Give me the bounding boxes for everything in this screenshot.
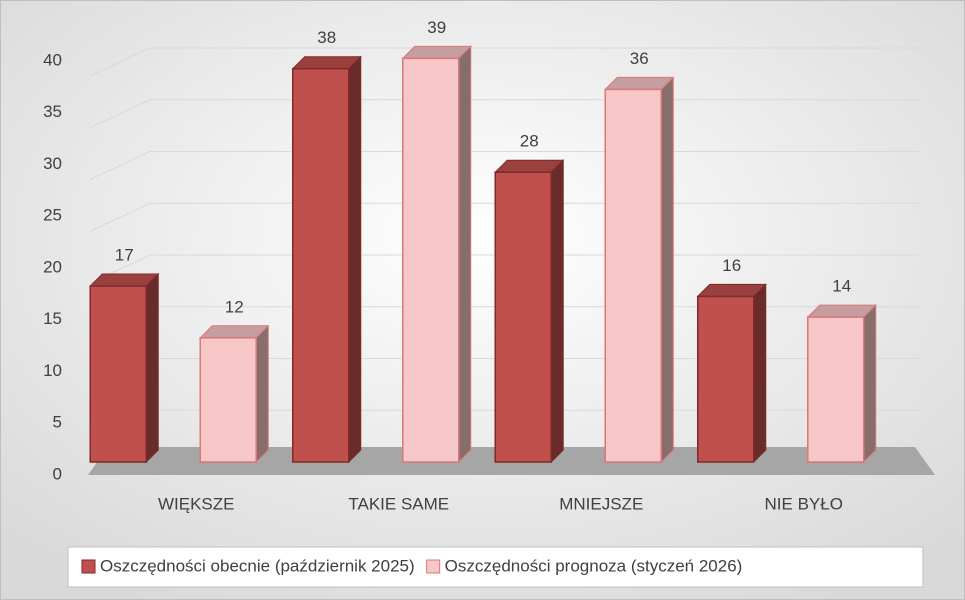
grid-line	[89, 47, 920, 77]
bar	[89, 285, 147, 463]
legend-label: Oszczędności obecnie (październik 2025)	[100, 556, 415, 575]
x-tick-label: MNIEJSZE	[559, 494, 643, 513]
bar-top	[291, 56, 362, 70]
data-label: 36	[630, 49, 649, 68]
data-label: 14	[832, 277, 851, 296]
data-label: 28	[520, 132, 539, 151]
bar-top	[604, 76, 675, 90]
y-tick-label: 35	[43, 102, 62, 121]
y-tick-label: 30	[43, 154, 62, 173]
bar-side	[458, 45, 472, 464]
legend-swatch	[81, 559, 96, 574]
bar-side	[550, 158, 564, 464]
bar	[494, 171, 552, 463]
bar-side	[863, 303, 877, 464]
data-label: 38	[317, 28, 336, 47]
y-tick-label: 5	[53, 413, 62, 432]
x-tick-label: TAKIE SAME	[348, 494, 449, 513]
legend-label: Oszczędności prognoza (styczeń 2026)	[445, 556, 743, 575]
data-label: 12	[225, 297, 244, 316]
x-tick-label: WIĘKSZE	[158, 494, 235, 513]
bar-side	[255, 324, 269, 464]
y-tick-label: 10	[43, 361, 62, 380]
y-tick-label: 0	[53, 464, 62, 483]
bar-side	[145, 272, 159, 464]
bar	[402, 57, 460, 463]
bar	[292, 67, 350, 463]
bar-side	[753, 283, 767, 464]
bar-top	[199, 325, 270, 339]
y-tick-label: 40	[43, 50, 62, 69]
bar-side	[660, 76, 674, 464]
legend	[67, 546, 924, 588]
bar-top	[89, 273, 160, 287]
y-tick-label: 25	[43, 206, 62, 225]
legend-swatch	[426, 559, 441, 574]
data-label: 17	[115, 246, 134, 265]
bar-top	[806, 304, 877, 318]
x-tick-label: NIE BYŁO	[765, 494, 843, 513]
bar	[199, 337, 257, 463]
bar	[807, 316, 865, 463]
bar	[604, 88, 662, 463]
bar-top	[401, 45, 472, 59]
data-label: 39	[427, 18, 446, 37]
bar-top	[494, 159, 565, 173]
y-tick-label: 20	[43, 257, 62, 276]
y-tick-label: 15	[43, 309, 62, 328]
bar	[697, 295, 755, 463]
data-label: 16	[722, 256, 741, 275]
bar-side	[348, 55, 362, 464]
bar-top	[696, 283, 767, 297]
